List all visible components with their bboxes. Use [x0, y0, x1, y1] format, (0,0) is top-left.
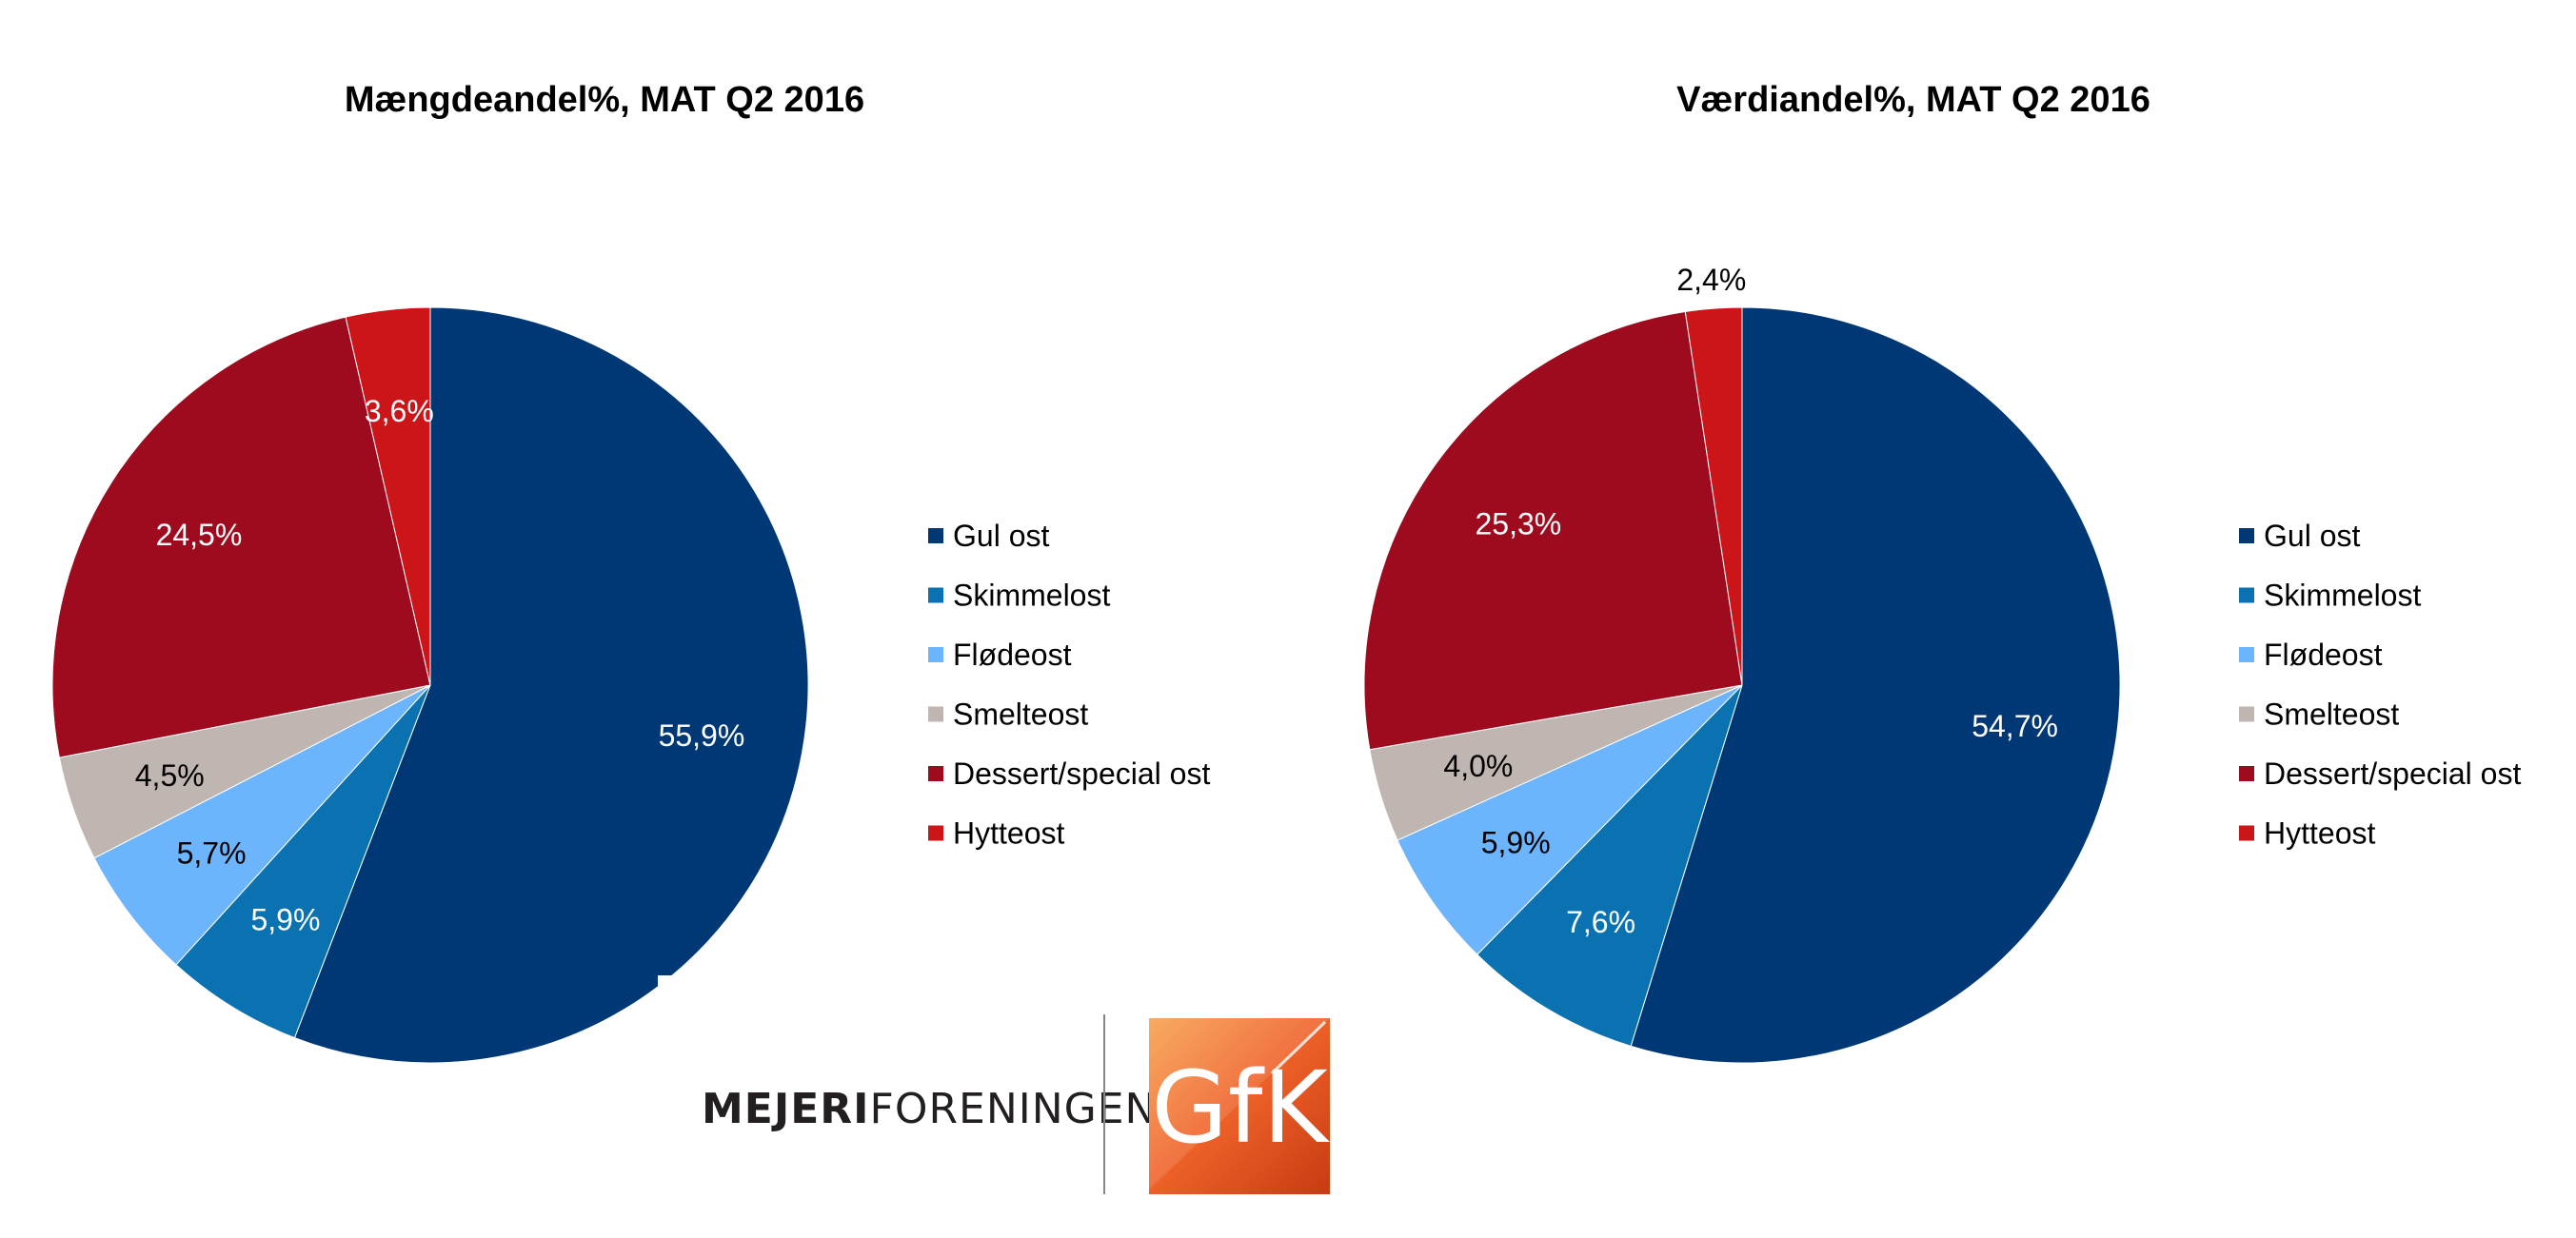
svg-text:MEJERIFORENINGEN: MEJERIFORENINGEN: [702, 1085, 1157, 1133]
legend-swatch: [2239, 825, 2254, 841]
legend-label: Dessert/special ost: [2264, 757, 2521, 791]
legend-swatch: [928, 766, 943, 781]
data-label: 2,4%: [1676, 263, 1746, 297]
legend-label: Flødeost: [2264, 638, 2383, 672]
legend-swatch: [2239, 647, 2254, 662]
legend-swatch: [2239, 587, 2254, 603]
legend-label: Gul ost: [953, 519, 1049, 553]
legend-swatch: [2239, 706, 2254, 722]
data-label: 4,0%: [1443, 749, 1513, 783]
pie-slice: [175, 684, 431, 1039]
data-label: 4,5%: [135, 758, 205, 793]
legend-label: Skimmelost: [2264, 579, 2421, 613]
legend-label: Gul ost: [2264, 519, 2360, 553]
pie-chart-value-share: Værdiandel%, MAT Q2 2016 54,7% 7,6% 5,9% 4,…: [1363, 80, 2521, 1064]
pie-slice: [1363, 310, 1743, 751]
data-label: 5,9%: [1481, 826, 1551, 860]
legend-label: Smelteost: [2264, 698, 2399, 732]
pie-slice: [1476, 684, 1743, 1048]
legend-label: Smelteost: [953, 698, 1088, 732]
legend-swatch: [928, 587, 943, 603]
chart-title: Mængdeandel%, MAT Q2 2016: [345, 80, 864, 120]
data-label: 3,6%: [365, 394, 434, 428]
pie-data-labels: 54,7% 7,6% 5,9% 4,0% 25,3% 2,4%: [1443, 263, 2058, 939]
gfk-logo-text: GfK: [1151, 1050, 1330, 1166]
mejeriforeningen-logo: MEJERIFORENINGEN: [702, 1085, 1157, 1133]
data-label: 7,6%: [1566, 905, 1635, 939]
legend-swatch: [928, 706, 943, 722]
legend-label: Dessert/special ost: [953, 757, 1210, 791]
legend: Gul ost Skimmelost Flødeost Smelteost Desser…: [2239, 519, 2521, 851]
legend: Gul ost Skimmelost Flødeost Smelteost Desser…: [928, 519, 1210, 851]
pie-slice: [1630, 306, 2121, 1064]
chart-title: Værdiandel%, MAT Q2 2016: [1676, 80, 2150, 120]
legend-label: Skimmelost: [953, 579, 1110, 613]
legend-label: Hytteost: [953, 816, 1064, 851]
pie-slices: [51, 306, 809, 1064]
white-patch: [658, 975, 677, 994]
legend-swatch: [928, 825, 943, 841]
logo-mejeri-bold: MEJERI: [702, 1085, 870, 1133]
pie-slices: [1363, 306, 2121, 1064]
pie-slice: [51, 316, 431, 758]
legend-swatch: [2239, 766, 2254, 781]
data-label: 5,9%: [250, 903, 320, 937]
legend-swatch: [928, 528, 943, 543]
pie-slice: [1397, 684, 1743, 955]
pie-slice: [93, 684, 431, 966]
legend-label: Hytteost: [2264, 816, 2375, 851]
gfk-logo: GfK: [1149, 1018, 1331, 1194]
pie-slice: [293, 306, 809, 1064]
logo-mejeri-light: FORENINGEN: [870, 1085, 1158, 1133]
legend-swatch: [2239, 528, 2254, 543]
data-label: 55,9%: [659, 718, 745, 753]
pie-chart-volume-share: Mængdeandel%, MAT Q2 2016 55,9% 5,9%5,7% 4…: [51, 80, 1210, 1064]
data-label: 54,7%: [1972, 709, 2058, 743]
legend-label: Flødeost: [953, 638, 1072, 672]
data-label: 25,3%: [1475, 507, 1561, 541]
pie-slice: [1684, 306, 1743, 686]
pie-data-labels: 55,9% 5,9%5,7% 4,5% 24,5% 3,6%: [135, 394, 745, 937]
pie-slice: [345, 306, 431, 686]
data-label: 24,5%: [156, 518, 243, 552]
data-label: 5,7%: [177, 835, 247, 870]
legend-swatch: [928, 647, 943, 662]
